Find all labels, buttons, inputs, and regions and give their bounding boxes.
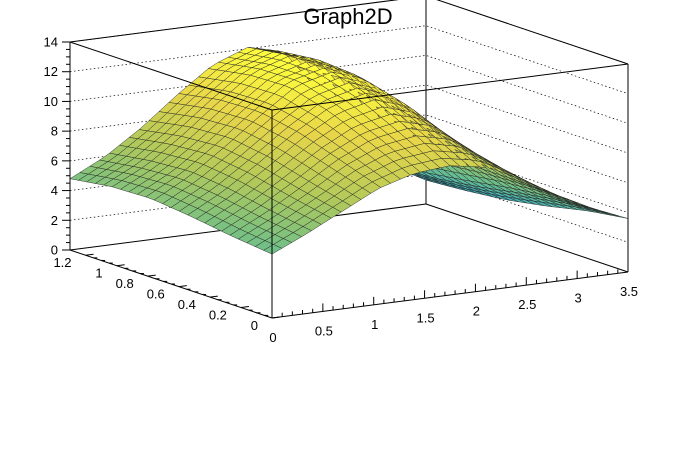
z-tick-label: 2 xyxy=(51,213,58,228)
box-edge xyxy=(271,63,629,111)
x-tick-label: 0 xyxy=(269,330,276,345)
y-tick-label: 1 xyxy=(95,266,102,281)
y-tick xyxy=(116,264,125,267)
z-gridline xyxy=(69,55,629,124)
y-tick-label: 0 xyxy=(251,318,258,333)
x-tick-label: 3.5 xyxy=(620,284,638,299)
z-gridline xyxy=(69,114,629,184)
x-tick-label: 2.5 xyxy=(518,297,536,312)
z-gridline xyxy=(69,0,629,65)
y-tick-label: 0.8 xyxy=(116,276,134,291)
y-tick-label: 0.6 xyxy=(147,287,165,302)
z-tick-label: 8 xyxy=(51,124,58,139)
box-edge xyxy=(69,41,273,111)
box-edge xyxy=(425,203,629,273)
z-tick-label: 4 xyxy=(51,183,58,198)
x-tick-label: 0.5 xyxy=(315,323,333,338)
z-tick-label: 12 xyxy=(44,64,58,79)
y-tick xyxy=(178,285,187,288)
box-edge xyxy=(436,0,629,65)
z-gridline xyxy=(69,173,629,243)
x-axis-line xyxy=(271,271,629,319)
y-tick xyxy=(271,316,281,319)
x-tick-label: 1 xyxy=(371,317,378,332)
y-tick-label: 1.2 xyxy=(53,255,71,270)
z-tick-label: 0 xyxy=(51,243,58,258)
z-gridline xyxy=(69,25,629,95)
x-tick-label: 3 xyxy=(575,291,582,306)
z-gridline xyxy=(69,84,629,154)
z-tick-label: 6 xyxy=(51,153,58,168)
y-tick xyxy=(147,274,156,277)
y-tick xyxy=(209,295,218,298)
x-tick-label: 2 xyxy=(473,304,480,319)
y-tick-label: 0.4 xyxy=(178,297,196,312)
box-edge xyxy=(69,0,399,43)
y-tick-label: 0.2 xyxy=(209,308,227,323)
y-tick xyxy=(240,306,249,309)
z-tick-label: 10 xyxy=(44,94,58,109)
chart-title: Graph2D xyxy=(303,4,393,29)
z-gridline xyxy=(69,144,629,213)
z-tick-label: 14 xyxy=(44,35,58,50)
y-tick xyxy=(85,253,94,256)
surface-cell xyxy=(609,213,629,219)
x-tick-label: 1.5 xyxy=(417,310,435,325)
